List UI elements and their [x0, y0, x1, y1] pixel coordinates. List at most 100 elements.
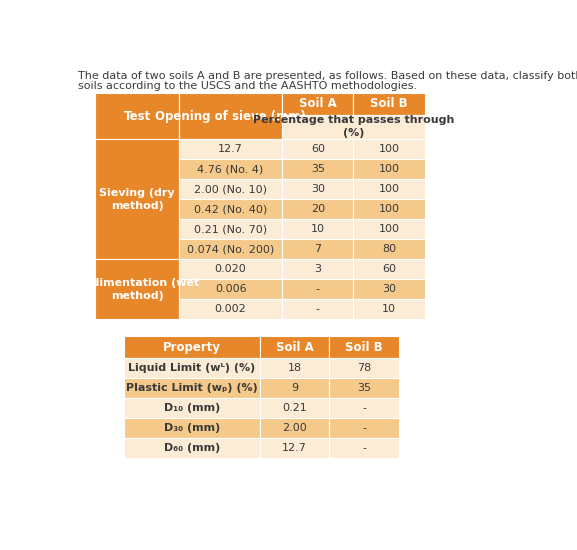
Text: The data of two soils A and B are presented, as follows. Based on these data, cl: The data of two soils A and B are presen… [77, 72, 577, 81]
Text: Opening of sieve (mm): Opening of sieve (mm) [155, 109, 306, 123]
Text: Soil B: Soil B [346, 340, 383, 354]
Text: 30: 30 [311, 184, 325, 194]
Bar [95, 139, 179, 259]
Bar [260, 358, 329, 378]
Text: 60: 60 [382, 265, 396, 274]
Bar [179, 239, 282, 259]
Bar [329, 418, 399, 438]
Bar [124, 438, 260, 458]
Bar [260, 438, 329, 458]
Text: Plastic Limit (wₚ) (%): Plastic Limit (wₚ) (%) [126, 383, 258, 393]
Bar [329, 358, 399, 378]
Text: Sieving (dry
method): Sieving (dry method) [99, 188, 175, 211]
Bar [179, 159, 282, 179]
Text: Test: Test [123, 109, 151, 123]
Text: 18: 18 [287, 363, 302, 373]
Bar [124, 418, 260, 438]
Bar [95, 93, 179, 139]
Text: 30: 30 [382, 284, 396, 294]
Bar [282, 279, 354, 299]
Text: Property: Property [163, 340, 221, 354]
Bar [354, 219, 425, 239]
Bar [329, 438, 399, 458]
Text: 12.7: 12.7 [282, 443, 307, 453]
Bar [179, 179, 282, 199]
Text: 100: 100 [379, 144, 400, 154]
Bar [282, 179, 354, 199]
Text: -: - [316, 284, 320, 294]
Text: 10: 10 [382, 304, 396, 314]
Bar [282, 219, 354, 239]
Text: 0.020: 0.020 [215, 265, 246, 274]
Text: 35: 35 [357, 383, 372, 393]
Text: 12.7: 12.7 [218, 144, 243, 154]
Text: 2.00: 2.00 [282, 423, 307, 433]
Text: -: - [316, 304, 320, 314]
Text: 2.00 (No. 10): 2.00 (No. 10) [194, 184, 267, 194]
Bar [179, 299, 282, 320]
Bar [354, 199, 425, 219]
Text: 7: 7 [314, 244, 321, 254]
Bar [354, 239, 425, 259]
Bar [179, 199, 282, 219]
Bar [282, 114, 425, 139]
Text: 3: 3 [314, 265, 321, 274]
Text: 0.074 (No. 200): 0.074 (No. 200) [187, 244, 274, 254]
Text: D₃₀ (mm): D₃₀ (mm) [164, 423, 220, 433]
Text: 100: 100 [379, 184, 400, 194]
Text: soils according to the USCS and the AASHTO methodologies.: soils according to the USCS and the AASH… [77, 81, 417, 91]
Bar [124, 358, 260, 378]
Bar [124, 398, 260, 418]
Bar [179, 279, 282, 299]
Text: 20: 20 [311, 204, 325, 214]
Text: 100: 100 [379, 164, 400, 174]
Text: 0.21: 0.21 [282, 403, 307, 413]
Text: Soil B: Soil B [370, 97, 408, 110]
Bar [124, 378, 260, 398]
Bar [329, 378, 399, 398]
Text: -: - [362, 443, 366, 453]
Bar [124, 336, 260, 358]
Bar [179, 139, 282, 159]
Bar [282, 239, 354, 259]
Bar [260, 336, 329, 358]
Bar [179, 93, 282, 139]
Text: 60: 60 [311, 144, 325, 154]
Bar [260, 398, 329, 418]
Text: 78: 78 [357, 363, 372, 373]
Text: 4.76 (No. 4): 4.76 (No. 4) [197, 164, 264, 174]
Bar [282, 139, 354, 159]
Bar [179, 219, 282, 239]
Bar [354, 139, 425, 159]
Text: Sedimentation (wet
method): Sedimentation (wet method) [76, 278, 199, 301]
Bar [354, 299, 425, 320]
Text: 0.002: 0.002 [215, 304, 246, 314]
Bar [354, 159, 425, 179]
Bar [282, 259, 354, 279]
Text: 10: 10 [311, 224, 325, 234]
Bar [260, 418, 329, 438]
Text: Soil A: Soil A [276, 340, 313, 354]
Bar [354, 259, 425, 279]
Text: 100: 100 [379, 224, 400, 234]
Bar [282, 299, 354, 320]
Bar [282, 93, 354, 114]
Text: 0.006: 0.006 [215, 284, 246, 294]
Text: Liquid Limit (wᴸ) (%): Liquid Limit (wᴸ) (%) [128, 363, 256, 373]
Bar [282, 199, 354, 219]
Text: 0.42 (No. 40): 0.42 (No. 40) [194, 204, 267, 214]
Bar [179, 259, 282, 279]
Text: 80: 80 [382, 244, 396, 254]
Bar [329, 336, 399, 358]
Text: D₁₀ (mm): D₁₀ (mm) [164, 403, 220, 413]
Bar [282, 159, 354, 179]
Bar [95, 259, 179, 320]
Text: 100: 100 [379, 204, 400, 214]
Bar [354, 279, 425, 299]
Text: 9: 9 [291, 383, 298, 393]
Text: 0.21 (No. 70): 0.21 (No. 70) [194, 224, 267, 234]
Bar [260, 378, 329, 398]
Text: Soil A: Soil A [299, 97, 336, 110]
Text: -: - [362, 403, 366, 413]
Text: Percentage that passes through
(%): Percentage that passes through (%) [253, 116, 454, 138]
